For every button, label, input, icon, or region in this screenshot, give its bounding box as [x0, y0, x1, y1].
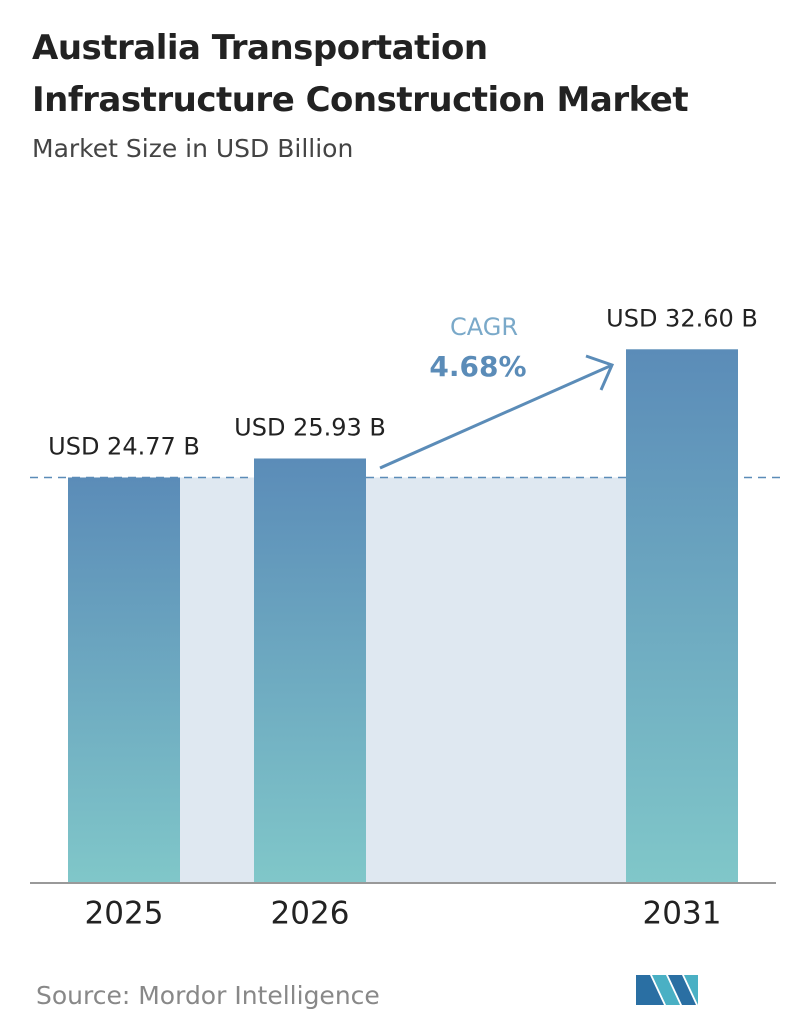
- value-label: USD 32.60 B: [606, 304, 758, 332]
- cagr-value: 4.68%: [429, 350, 526, 383]
- logo: [636, 975, 698, 1005]
- cagr-label: CAGR: [450, 313, 518, 341]
- x-tick-label: 2031: [643, 896, 722, 932]
- bar: [254, 458, 366, 883]
- cagr-arrowhead: [585, 354, 615, 391]
- x-tick-label: 2026: [271, 896, 350, 932]
- cagr-arrow: [379, 364, 611, 470]
- chart-subtitle: Market Size in USD Billion: [32, 134, 354, 163]
- bar: [626, 349, 738, 883]
- bar: [68, 477, 180, 883]
- value-label: USD 24.77 B: [48, 432, 200, 460]
- source: Source: Mordor Intelligence: [36, 981, 380, 1010]
- chart-title: Australia Transportation Infrastructure …: [32, 28, 689, 120]
- value-label: USD 25.93 B: [234, 413, 386, 441]
- x-tick-label: 2025: [85, 896, 164, 932]
